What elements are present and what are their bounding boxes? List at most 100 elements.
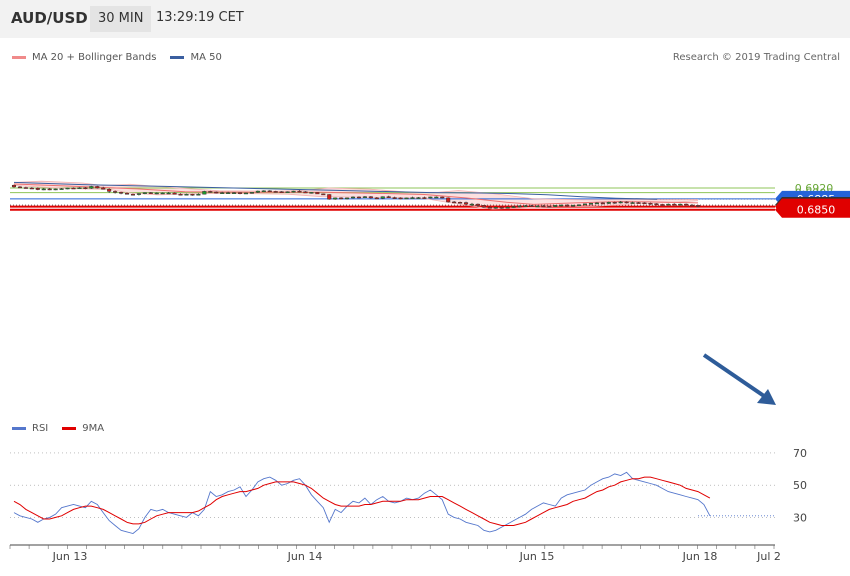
legend-9ma: 9MA (62, 423, 104, 434)
candle-body (505, 206, 510, 209)
candle-body (392, 197, 397, 199)
candle (636, 201, 641, 204)
x-tick-label: Jul 2 (756, 550, 781, 563)
candle (356, 196, 362, 199)
candle-body (398, 197, 403, 200)
candle (119, 191, 124, 195)
x-tick-label: Jun 15 (519, 550, 555, 563)
candle (630, 201, 635, 204)
candle (297, 190, 302, 193)
candle (374, 196, 379, 200)
forecast-arrow (702, 353, 776, 405)
candle-body (184, 193, 189, 196)
candle (672, 203, 677, 206)
candle-body (279, 191, 284, 193)
candle-body (101, 187, 106, 190)
timeframe-selector[interactable]: 30 MIN (90, 6, 152, 32)
candle-body (606, 202, 611, 204)
candle-body (226, 192, 231, 194)
candle (606, 201, 611, 205)
ma20-line (13, 183, 699, 205)
candle-body (35, 187, 40, 190)
credit-text: Research © 2019 Trading Central (672, 52, 840, 63)
candle (160, 192, 165, 195)
candle-body (59, 188, 64, 190)
candle (136, 193, 141, 196)
candle-body (499, 206, 504, 209)
candle-body (309, 192, 314, 194)
candle (511, 205, 516, 208)
candle (577, 204, 582, 206)
candle (130, 193, 135, 196)
candle-body (285, 191, 290, 193)
candle (684, 203, 689, 206)
candle (559, 204, 564, 207)
legend-9ma-label: 9MA (82, 423, 105, 434)
candle-body (232, 192, 237, 194)
bollinger-fill (14, 181, 698, 210)
candle-body (582, 203, 588, 206)
candle (267, 190, 272, 193)
candle-body (630, 202, 635, 204)
candle (321, 193, 326, 196)
candle (17, 186, 22, 189)
candle-body (434, 196, 439, 199)
candle (41, 188, 46, 191)
candle-body (529, 205, 534, 207)
candle-body (119, 192, 124, 194)
candle (345, 197, 350, 200)
ma50-line (13, 181, 658, 200)
candle (523, 205, 528, 207)
ma9-swatch (62, 427, 77, 430)
rsi-swatch (12, 427, 26, 430)
candle (178, 193, 183, 196)
candle-body (71, 187, 76, 190)
candle (648, 202, 653, 205)
candle-body (386, 196, 391, 198)
candle (59, 188, 64, 190)
candle (23, 186, 28, 189)
candle-body (297, 190, 302, 193)
candle-body (487, 206, 492, 209)
candle (333, 197, 338, 200)
candle-body (553, 205, 558, 207)
candle (89, 185, 94, 189)
candle-body (148, 192, 153, 194)
candle (475, 203, 480, 207)
candle (422, 196, 427, 199)
time-axis: Jun 13 Jun 14 Jun 15 Jun 18 Jul 2 (9, 544, 781, 563)
candle (624, 201, 629, 204)
candle (505, 206, 510, 209)
candle-body (321, 193, 326, 196)
candle (291, 190, 296, 193)
rsi-ma9-line (13, 476, 711, 526)
candle (309, 192, 314, 194)
candle (154, 192, 159, 195)
candle-body (404, 197, 409, 200)
main-legend: MA 20 + Bollinger Bands MA 50 (12, 52, 236, 63)
candle (232, 192, 237, 194)
candle (547, 205, 552, 208)
candle-body (107, 188, 112, 192)
candle-body (315, 192, 320, 195)
candle (440, 196, 445, 199)
rsi-tick-70: 70 (793, 447, 807, 460)
candle-body (571, 205, 576, 207)
candle-body (273, 191, 278, 193)
candle-body (672, 203, 677, 206)
candle-body (136, 193, 141, 195)
candle-body (41, 188, 46, 191)
candle (142, 192, 147, 195)
candle-body (469, 203, 475, 206)
candle-body (577, 204, 582, 206)
legend-bollinger: MA 20 + Bollinger Bands (12, 52, 156, 63)
candle (541, 205, 546, 208)
candle-body (237, 192, 243, 194)
candle (148, 192, 153, 194)
candle-body (142, 192, 147, 194)
candle (350, 196, 356, 199)
candle (368, 196, 373, 199)
candle-body (594, 202, 599, 205)
candle-body (541, 205, 546, 208)
candle-body (458, 202, 463, 204)
